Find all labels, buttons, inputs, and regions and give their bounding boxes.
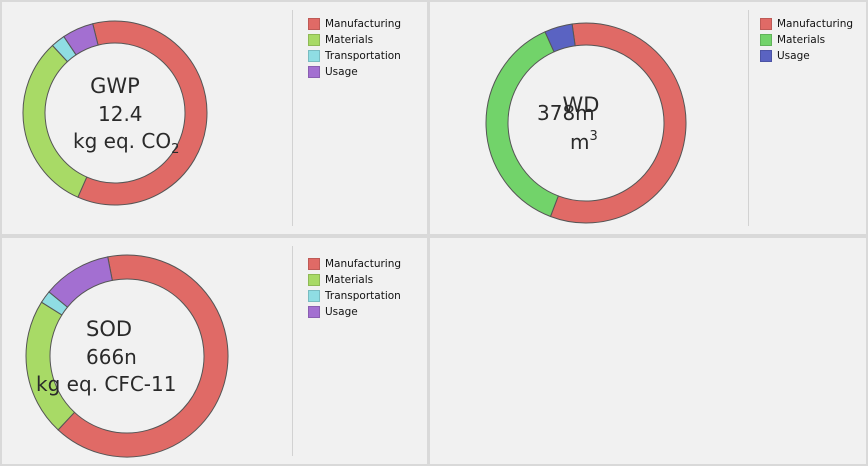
wd-title: WD	[563, 93, 600, 117]
sod-legend-label-transportation: Transportation	[325, 290, 401, 302]
sod-chart-panel: SOD 666n kg eq. CFC-11 Manufacturing Mate…	[2, 238, 427, 464]
wd-legend-label-materials: Materials	[777, 34, 826, 46]
gwp-slice-manufacturing	[77, 20, 208, 206]
gwp-legend-label-materials: Materials	[325, 34, 374, 46]
empty-panel	[430, 238, 866, 464]
gwp-unit: kg eq. CO2	[73, 129, 179, 157]
gwp-unit-subscript: 2	[171, 142, 179, 157]
wd-unit: m3	[570, 129, 598, 154]
gwp-legend: Manufacturing Materials Transportation Usag…	[308, 16, 401, 80]
wd-unit-superscript: 3	[589, 129, 597, 144]
gwp-legend-swatch-transportation	[308, 50, 320, 62]
sod-legend-swatch-manufacturing	[308, 258, 320, 270]
sod-legend-label-manufacturing: Manufacturing	[325, 258, 402, 270]
wd-legend-item-usage: Usage	[760, 48, 853, 64]
sod-slices	[25, 254, 229, 458]
sod-slice-usage	[48, 256, 113, 308]
gwp-chart-panel: GWP 12.4 kg eq. CO2 Manufacturing Materia…	[2, 2, 427, 234]
gwp-divider	[292, 10, 293, 226]
gwp-legend-item-manufacturing: Manufacturing	[308, 16, 401, 32]
sod-slice-manufacturing	[57, 254, 229, 458]
wd-slices	[485, 22, 687, 224]
sod-legend: Manufacturing Materials Transportation Usag…	[308, 256, 401, 320]
wd-legend-label-manufacturing: Manufacturing	[777, 18, 854, 30]
wd-legend-label-usage: Usage	[777, 50, 810, 62]
sod-slice-materials	[25, 301, 76, 431]
gwp-value: 12.4	[98, 102, 143, 126]
sod-value: 666n	[86, 345, 137, 369]
wd-divider	[748, 10, 749, 226]
gwp-legend-label-manufacturing: Manufacturing	[325, 18, 402, 30]
gwp-legend-label-transportation: Transportation	[325, 50, 401, 62]
sod-legend-label-materials: Materials	[325, 274, 374, 286]
wd-legend-item-materials: Materials	[760, 32, 853, 48]
gwp-slice-materials	[22, 44, 88, 198]
sod-legend-item-materials: Materials	[308, 272, 401, 288]
wd-donut-chart: WD 378m m3	[485, 22, 687, 224]
sod-legend-item-usage: Usage	[308, 304, 401, 320]
gwp-legend-swatch-materials	[308, 34, 320, 46]
sod-legend-swatch-materials	[308, 274, 320, 286]
sod-legend-item-manufacturing: Manufacturing	[308, 256, 401, 272]
wd-chart-panel: WD 378m m3 Manufacturing Materials Usage	[430, 2, 866, 234]
sod-legend-label-usage: Usage	[325, 306, 358, 318]
gwp-slice-usage	[63, 23, 99, 56]
sod-divider	[292, 246, 293, 456]
gwp-slices	[22, 20, 208, 206]
wd-slice-manufacturing	[549, 22, 687, 224]
gwp-legend-swatch-usage	[308, 66, 320, 78]
sod-donut-chart: SOD 666n kg eq. CFC-11	[25, 254, 229, 458]
gwp-legend-item-usage: Usage	[308, 64, 401, 80]
wd-legend-item-manufacturing: Manufacturing	[760, 16, 853, 32]
gwp-legend-item-transportation: Transportation	[308, 48, 401, 64]
sod-legend-swatch-usage	[308, 306, 320, 318]
wd-legend-swatch-usage	[760, 50, 772, 62]
gwp-legend-item-materials: Materials	[308, 32, 401, 48]
gwp-legend-label-usage: Usage	[325, 66, 358, 78]
sod-title: SOD	[86, 317, 132, 341]
gwp-unit-main: kg eq. CO	[73, 129, 171, 153]
wd-legend: Manufacturing Materials Usage	[760, 16, 853, 64]
wd-value: 378m	[537, 101, 595, 125]
wd-unit-main: m	[570, 130, 589, 154]
gwp-donut-chart: GWP 12.4 kg eq. CO2	[22, 20, 208, 206]
sod-legend-item-transportation: Transportation	[308, 288, 401, 304]
gwp-title: GWP	[90, 74, 140, 98]
sod-legend-swatch-transportation	[308, 290, 320, 302]
gwp-legend-swatch-manufacturing	[308, 18, 320, 30]
wd-slice-usage	[544, 23, 576, 53]
sod-unit: kg eq. CFC-11	[36, 372, 176, 396]
wd-legend-swatch-manufacturing	[760, 18, 772, 30]
wd-legend-swatch-materials	[760, 34, 772, 46]
